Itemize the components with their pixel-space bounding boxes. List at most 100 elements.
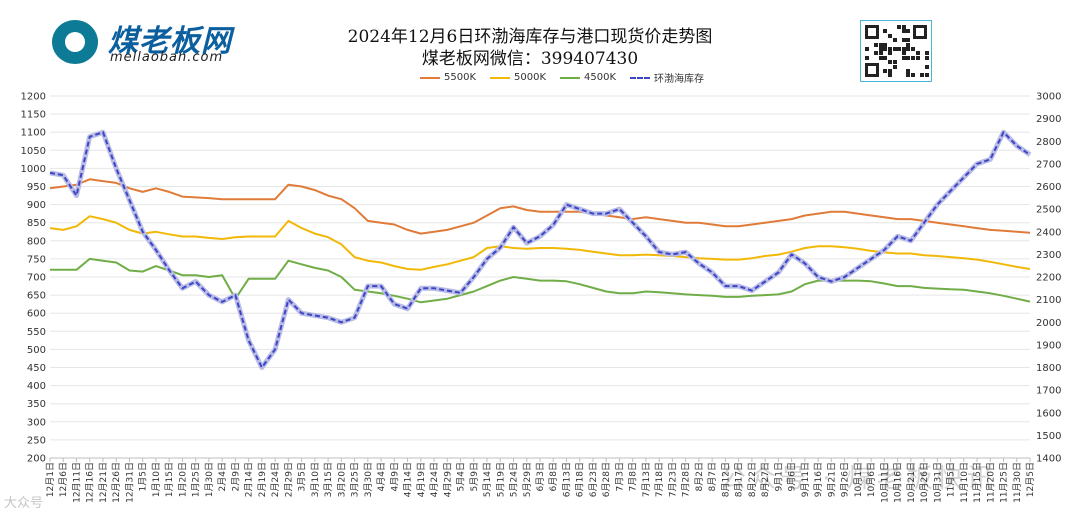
y-right-tick-label: 2100 [1036, 295, 1061, 306]
x-tick-label: 7月23日 [667, 462, 678, 497]
y-right-tick-label: 3000 [1036, 92, 1061, 103]
x-tick-label: 1月10日 [151, 462, 162, 497]
y-left-tick-label: 700 [27, 273, 46, 284]
x-tick-label: 12月11日 [71, 462, 82, 503]
qr-module [878, 51, 883, 56]
y-left-tick-label: 900 [27, 200, 46, 211]
x-tick-label: 12月21日 [98, 462, 109, 503]
y-right-tick-label: 2600 [1036, 182, 1061, 193]
x-tick-label: 5月4日 [456, 462, 467, 491]
x-tick-label: 6月13日 [561, 462, 572, 497]
qr-module [892, 60, 897, 65]
x-tick-label: 7月8日 [628, 462, 639, 491]
legend-item: 环渤海库存 [630, 70, 704, 85]
logo-site: mellaoban.com [110, 50, 224, 65]
y-right-tick-label: 1700 [1036, 386, 1061, 397]
x-tick-label: 9月16日 [813, 462, 824, 497]
x-tick-label: 12月5日 [1025, 462, 1036, 497]
qr-module [906, 47, 911, 51]
x-tick-label: 8月22日 [747, 462, 758, 497]
qr-module [906, 29, 911, 34]
x-tick-label: 9月26日 [840, 462, 851, 497]
y-left-tick-label: 850 [27, 218, 46, 229]
y-left-tick-label: 200 [27, 454, 46, 465]
y-right-tick-label: 2700 [1036, 159, 1061, 170]
qr-module [906, 69, 911, 73]
x-tick-label: 9月6日 [787, 462, 798, 491]
qr-module [911, 47, 915, 51]
x-tick-label: 7月3日 [614, 462, 625, 491]
x-tick-label: 1月25日 [191, 462, 202, 497]
legend-swatch [560, 76, 581, 79]
x-tick-label: 5月19日 [495, 462, 506, 497]
y-left-tick-label: 600 [27, 309, 46, 320]
x-tick-label: 11月25日 [999, 462, 1010, 503]
qr-module [906, 73, 911, 78]
qr-module [892, 47, 897, 51]
y-right-tick-label: 2000 [1036, 318, 1061, 329]
qr-module [888, 73, 892, 78]
x-tick-label: 2月14日 [244, 462, 255, 497]
y-right-tick-label: 1400 [1036, 454, 1061, 465]
logo-brand: 煤老板网 [108, 24, 232, 59]
qr-module [883, 55, 888, 60]
x-tick-label: 8月17日 [734, 462, 745, 497]
qr-module [901, 47, 906, 51]
x-tick-label: 12月26日 [111, 462, 122, 503]
qr-module [924, 51, 929, 56]
y-left-tick-label: 800 [27, 236, 46, 247]
x-tick-label: 5月14日 [482, 462, 493, 497]
legend-swatch [490, 76, 511, 79]
y-left-tick-label: 1050 [21, 146, 46, 157]
qr-finder-inner [916, 28, 924, 36]
x-tick-label: 6月18日 [575, 462, 586, 497]
x-tick-label: 11月20日 [985, 462, 996, 503]
qr-module [901, 38, 906, 43]
x-tick-label: 4月14日 [403, 462, 414, 497]
qr-module [878, 42, 883, 47]
x-tick-label: 2月4日 [217, 462, 228, 491]
qr-finder-inner [868, 28, 876, 36]
y-left-tick-label: 300 [27, 417, 46, 428]
logo: 煤老板网 mellaoban.com [52, 18, 302, 68]
x-tick-label: 8月27日 [760, 462, 771, 497]
x-tick-label: 2月9日 [230, 462, 241, 491]
y-right-tick-label: 2900 [1036, 114, 1061, 125]
qr-module [915, 51, 920, 56]
qr-module [901, 25, 906, 29]
legend-swatch [630, 76, 651, 79]
y-left-tick-label: 1000 [21, 164, 46, 175]
qr-module [901, 51, 906, 56]
qr-module [888, 60, 892, 65]
qr-module [911, 73, 915, 78]
qr-module [888, 47, 892, 51]
legend-swatch [420, 76, 440, 79]
qr-module [883, 42, 888, 47]
qr-module [892, 38, 897, 43]
x-tick-label: 6月23日 [588, 462, 599, 497]
chart-subtitle: 煤老板网微信：399407430 [421, 49, 639, 69]
y-right-tick-label: 1800 [1036, 363, 1061, 374]
qr-module [865, 55, 869, 60]
x-tick-label: 11月5日 [946, 462, 957, 497]
legend-item: 5000K [490, 72, 546, 83]
x-tick-label: 11月30日 [1012, 462, 1023, 503]
x-tick-label: 10月16日 [893, 462, 904, 503]
x-tick-label: 7月28日 [681, 462, 692, 497]
x-tick-label: 5月9日 [469, 462, 480, 491]
legend-label: 环渤海库存 [654, 74, 705, 85]
y-left-tick-label: 950 [27, 182, 46, 193]
x-tick-label: 7月18日 [654, 462, 665, 497]
qr-module [874, 42, 879, 47]
x-tick-label: 12月16日 [85, 462, 96, 503]
series-line-5000K [49, 215, 1031, 271]
legend: 5500K 5000K 4500K 环渤海库存 [420, 70, 704, 85]
y-right-tick-label: 2400 [1036, 227, 1061, 238]
x-tick-label: 10月11日 [879, 462, 890, 503]
x-tick-label: 6月3日 [535, 462, 546, 491]
y-right-tick-label: 1900 [1036, 340, 1061, 351]
qr-module [878, 47, 883, 51]
x-tick-label: 12月1日 [45, 462, 56, 497]
legend-item: 4500K [560, 72, 616, 83]
